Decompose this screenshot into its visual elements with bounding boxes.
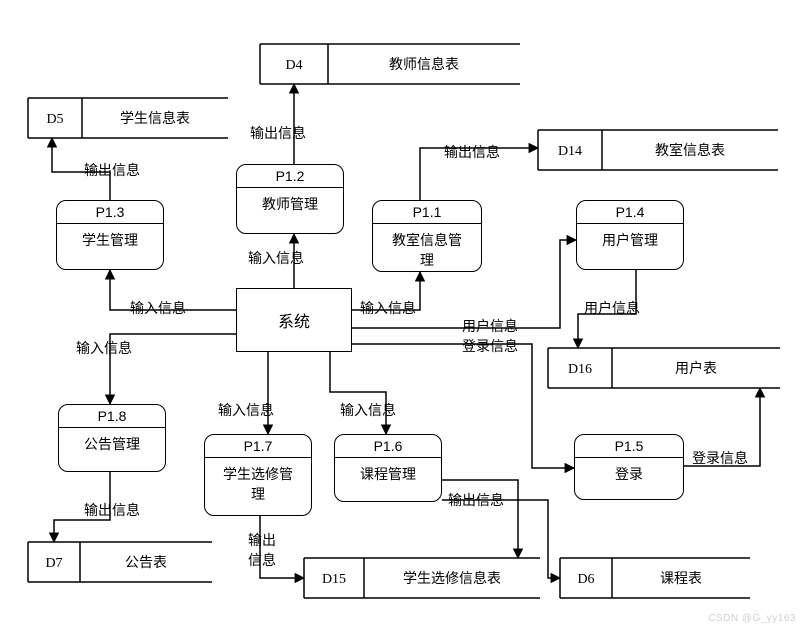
svg-text:D14: D14 xyxy=(558,144,582,159)
svg-text:教室信息表: 教室信息表 xyxy=(655,142,725,159)
process-label: 公告管理 xyxy=(59,428,165,460)
process-label: 教师管理 xyxy=(237,188,343,220)
edge-label: 输出信息 xyxy=(84,160,140,180)
watermark: CSDN @G_yy163 xyxy=(708,613,796,624)
svg-text:用户表: 用户表 xyxy=(675,360,717,377)
svg-text:D15: D15 xyxy=(322,572,346,587)
process-P1.1: P1.1教室信息管 理 xyxy=(372,200,482,272)
svg-text:教师信息表: 教师信息表 xyxy=(389,56,459,73)
store-D14: D14 教室信息表 xyxy=(538,130,778,170)
edge-label: 输出信息 xyxy=(250,123,306,143)
edge-label: 输入信息 xyxy=(248,248,304,268)
svg-text:D5: D5 xyxy=(46,112,63,127)
process-P1.3: P1.3学生管理 xyxy=(56,200,164,270)
edge-label: 输入信息 xyxy=(76,338,132,358)
process-label: 教室信息管 理 xyxy=(373,224,481,276)
edge-label: 输入信息 xyxy=(340,400,396,420)
edge-label: 登录信息 xyxy=(462,336,518,356)
process-P1.7: P1.7学生选修管 理 xyxy=(204,434,312,516)
edge-label: 输入信息 xyxy=(130,298,186,318)
edge-label: 用户信息 xyxy=(462,316,518,336)
svg-text:学生信息表: 学生信息表 xyxy=(120,110,190,127)
edge-p16-d6 xyxy=(442,500,560,578)
edge-label: 用户信息 xyxy=(584,298,640,318)
edge-label: 输出信息 xyxy=(444,142,500,162)
edge-label: 输出 信息 xyxy=(248,530,276,570)
process-label: 学生选修管 理 xyxy=(205,458,311,510)
process-id: P1.8 xyxy=(59,405,165,428)
process-id: P1.6 xyxy=(335,435,441,458)
store-D7: D7 公告表 xyxy=(28,542,212,582)
store-D16: D16 用户表 xyxy=(548,348,780,388)
svg-text:公告表: 公告表 xyxy=(125,555,167,571)
svg-text:D4: D4 xyxy=(285,58,302,73)
edge-label: 输入信息 xyxy=(218,400,274,420)
process-P1.8: P1.8公告管理 xyxy=(58,404,166,472)
process-id: P1.4 xyxy=(577,201,683,224)
edge-label: 登录信息 xyxy=(692,448,748,468)
process-P1.6: P1.6课程管理 xyxy=(334,434,442,502)
process-label: 课程管理 xyxy=(335,458,441,490)
svg-text:D6: D6 xyxy=(577,572,594,587)
store-D15: D15 学生选修信息表 xyxy=(304,558,540,598)
svg-text:学生选修信息表: 学生选修信息表 xyxy=(403,570,501,587)
edge-label: 输出信息 xyxy=(448,490,504,510)
process-P1.5: P1.5登录 xyxy=(574,434,684,500)
edge-label: 输出信息 xyxy=(84,500,140,520)
process-P1.4: P1.4用户管理 xyxy=(576,200,684,270)
dfd-canvas: D4 教师信息表 D5 学生信息表 D6 课程表 D7 公告表 D14 教室信息表 D15 学生选修信… xyxy=(0,0,802,626)
store-D6: D6 课程表 xyxy=(560,558,750,598)
process-id: P1.7 xyxy=(205,435,311,458)
store-D4: D4 教师信息表 xyxy=(260,44,520,84)
process-id: P1.3 xyxy=(57,201,163,224)
edge-label: 输入信息 xyxy=(360,298,416,318)
svg-text:课程表: 课程表 xyxy=(660,571,702,587)
process-label: 登录 xyxy=(575,458,683,490)
process-id: P1.5 xyxy=(575,435,683,458)
process-id: P1.2 xyxy=(237,165,343,188)
svg-text:D16: D16 xyxy=(568,362,592,377)
process-label: 学生管理 xyxy=(57,224,163,256)
process-P1.2: P1.2教师管理 xyxy=(236,164,344,234)
process-label: 用户管理 xyxy=(577,224,683,256)
svg-text:D7: D7 xyxy=(45,556,62,571)
edge-system-p16 xyxy=(330,352,386,434)
system-node: 系统 xyxy=(236,288,352,352)
store-D5: D5 学生信息表 xyxy=(28,98,228,138)
process-id: P1.1 xyxy=(373,201,481,224)
